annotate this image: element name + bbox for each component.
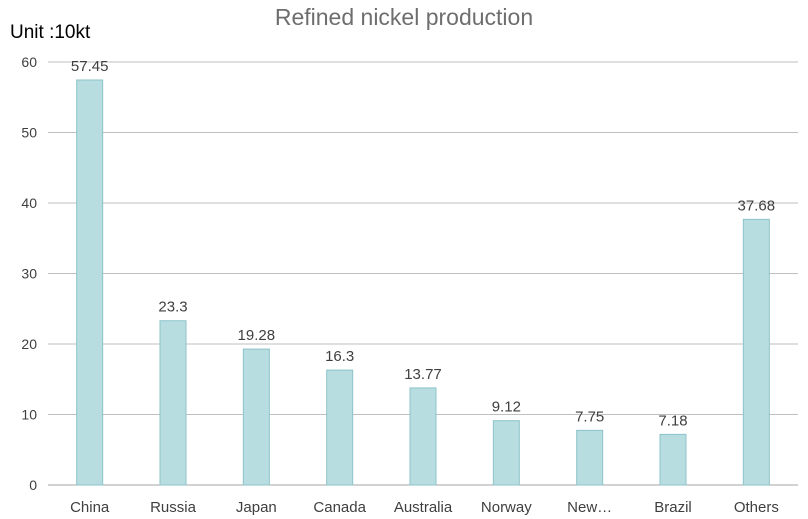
bar: [326, 369, 354, 486]
bar: [159, 320, 187, 486]
data-label: 23.3: [158, 299, 187, 316]
data-label: 57.45: [71, 58, 109, 75]
y-tick-label: 20: [21, 336, 37, 352]
bar: [76, 79, 104, 486]
chart-title: Refined nickel production: [274, 4, 534, 30]
data-label: 19.28: [238, 327, 276, 344]
x-tick-label: China: [70, 499, 110, 516]
y-tick-label: 0: [29, 477, 37, 493]
bar: [492, 420, 520, 486]
x-tick-label: Canada: [313, 499, 366, 516]
y-tick-label: 40: [21, 195, 37, 211]
data-label: 7.18: [658, 412, 687, 429]
bar: [576, 429, 604, 486]
data-label: 13.77: [404, 366, 442, 383]
y-tick-label: 60: [21, 54, 37, 70]
data-label: 16.3: [325, 348, 354, 365]
bar: [742, 218, 770, 486]
x-tick-label: Brazil: [654, 499, 692, 516]
x-tick-label: Norway: [481, 499, 532, 516]
x-tick-label: Russia: [150, 499, 197, 516]
x-tick-label: Japan: [236, 499, 277, 516]
y-tick-label: 50: [21, 125, 37, 141]
y-tick-label: 30: [21, 266, 37, 282]
x-tick-label: Australia: [394, 499, 453, 516]
bar: [409, 387, 437, 486]
bar: [242, 348, 270, 486]
data-label: 9.12: [492, 399, 521, 416]
x-tick-label: Others: [734, 499, 779, 516]
bar: [659, 433, 687, 486]
data-label: 7.75: [575, 408, 604, 425]
unit-label: Unit :10kt: [10, 22, 91, 43]
x-tick-label: New…: [567, 499, 612, 516]
y-tick-label: 10: [21, 407, 37, 423]
data-label: 37.68: [738, 197, 776, 214]
